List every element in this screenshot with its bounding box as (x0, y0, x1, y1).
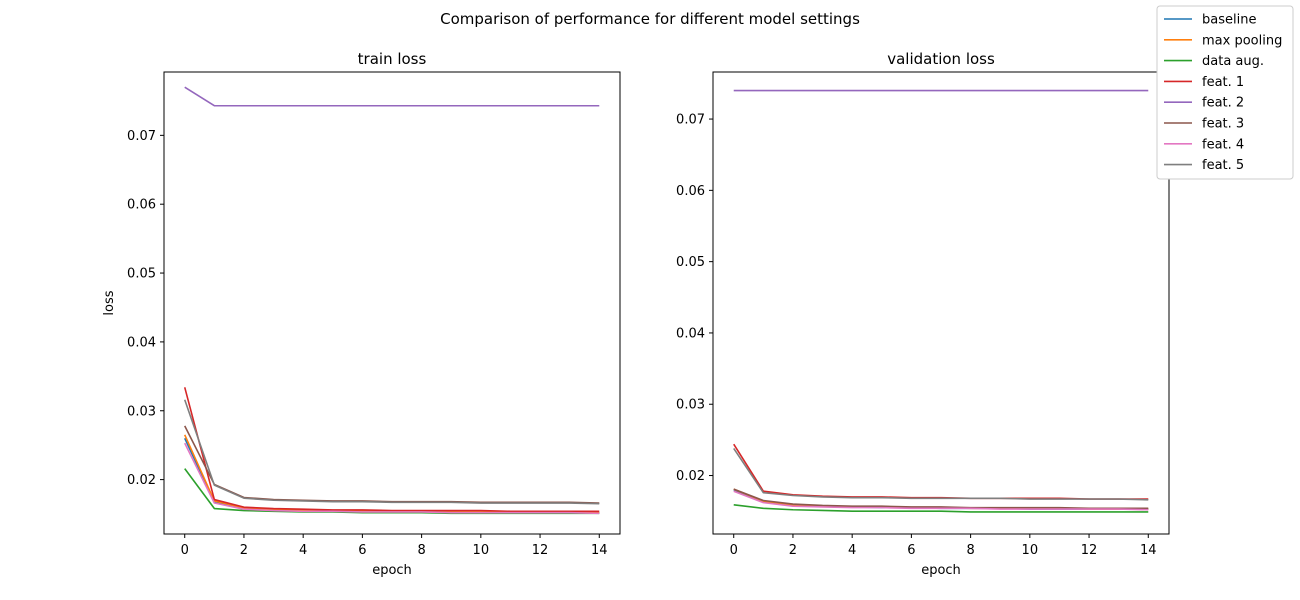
legend-label: feat. 1 (1202, 75, 1244, 90)
y-tick-label: 0.07 (127, 129, 156, 144)
x-tick-label: 2 (240, 543, 248, 558)
legend-frame (1156, 5, 1294, 180)
x-tick-label: 6 (907, 543, 915, 558)
y-tick-label: 0.02 (676, 469, 705, 484)
y-axis-label: loss (102, 290, 117, 315)
x-tick-label: 8 (966, 543, 974, 558)
x-tick-label: 14 (591, 543, 608, 558)
legend-label: feat. 2 (1202, 96, 1244, 111)
y-tick-label: 0.04 (127, 335, 156, 350)
x-tick-label: 4 (299, 543, 307, 558)
series-line-feat-5 (733, 447, 1149, 501)
series-line-feat-4 (184, 442, 600, 515)
series-line-feat-2 (184, 86, 600, 107)
series-line-feat-3 (733, 488, 1149, 510)
series-line-feat-3 (184, 425, 600, 504)
series-line-feat-1 (183, 387, 600, 513)
legend-label: feat. 3 (1202, 117, 1244, 132)
x-tick-label: 4 (848, 543, 856, 558)
legend-label: feat. 4 (1202, 137, 1244, 152)
legend-label: max pooling (1202, 33, 1282, 48)
y-tick-label: 0.06 (127, 198, 156, 213)
y-tick-label: 0.04 (676, 326, 705, 341)
y-tick-label: 0.03 (127, 404, 156, 419)
y-tick-label: 0.05 (676, 255, 705, 270)
panel-title: train loss (358, 50, 427, 68)
x-tick-label: 0 (181, 543, 189, 558)
x-tick-label: 0 (730, 543, 738, 558)
series-line-feat-4 (733, 490, 1149, 511)
validation-loss-panel: 0 2 4 6 8 10 12 14 0.02 0.03 0.04 0.05 0.06 0.07 valid… (676, 50, 1170, 578)
figure-title: Comparison of performance for different … (440, 10, 860, 28)
y-tick-label: 0.02 (127, 473, 156, 488)
axes-frame (712, 71, 1170, 535)
series-line-feat-5 (183, 399, 600, 505)
y-tick-label: 0.05 (127, 267, 156, 282)
legend: baseline max pooling data aug. feat. 1 feat.… (1156, 5, 1294, 180)
x-tick-label: 12 (532, 543, 549, 558)
x-axis-label: epoch (372, 563, 412, 578)
legend-label: baseline (1202, 13, 1256, 28)
x-tick-label: 14 (1140, 543, 1157, 558)
x-tick-label: 12 (1081, 543, 1098, 558)
legend-label: feat. 5 (1202, 158, 1244, 173)
train-loss-panel: 0 2 4 6 8 10 12 14 0.02 0.03 0.04 0.05 0.06 0.07 train… (102, 50, 621, 578)
x-tick-label: 8 (417, 543, 425, 558)
x-axis-label: epoch (921, 563, 961, 578)
x-tick-label: 6 (358, 543, 366, 558)
panel-title: validation loss (887, 50, 995, 68)
axes-frame (163, 71, 621, 535)
series-line-data-aug (733, 503, 1149, 513)
x-tick-label: 10 (1022, 543, 1039, 558)
y-tick-label: 0.03 (676, 398, 705, 413)
y-tick-label: 0.07 (676, 113, 705, 128)
y-tick-label: 0.06 (676, 184, 705, 199)
x-tick-label: 2 (789, 543, 797, 558)
x-tick-label: 10 (473, 543, 490, 558)
series-line-feat-1 (733, 443, 1149, 500)
legend-label: data aug. (1202, 54, 1264, 69)
